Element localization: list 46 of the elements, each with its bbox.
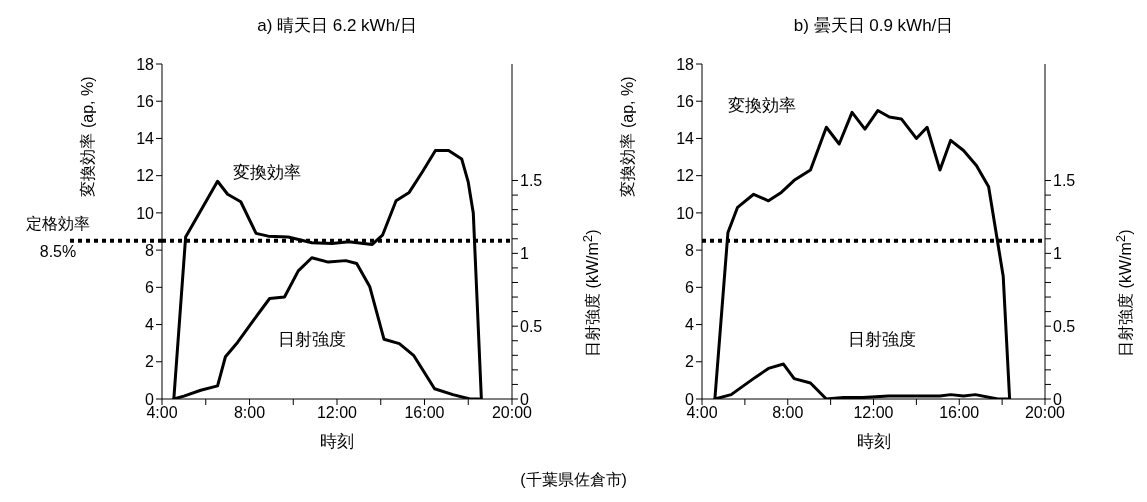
chart-title: a) 晴天日 6.2 kWh/日 <box>256 15 418 37</box>
x-axis-title: 時刻 <box>855 431 892 453</box>
series-label: 変換効率 <box>233 162 301 184</box>
y-tick-label: 18 <box>136 55 155 73</box>
x-tick-label: 16:00 <box>939 404 980 422</box>
series-label: 日射強度 <box>278 329 346 351</box>
y-tick-label: 18 <box>676 55 695 73</box>
y-tick-label: 2 <box>145 353 155 371</box>
text: (千葉県佐倉市) <box>519 470 628 490</box>
y-tick-label: 10 <box>676 204 695 222</box>
y-tick-label: 12 <box>676 167 695 185</box>
y-tick-label: 4 <box>685 316 695 334</box>
y2-tick-label: 0.5 <box>520 317 543 335</box>
x-tick-label: 4:00 <box>686 404 718 422</box>
y-tick-label: 14 <box>676 130 695 148</box>
y2-tick-label: 1.5 <box>520 172 543 190</box>
y2-tick-label: 1 <box>520 245 529 263</box>
x-tick-label: 20:00 <box>1024 404 1066 422</box>
y2-tick-label: 1 <box>1053 245 1062 263</box>
y2-tick-label: 0.5 <box>1053 317 1076 335</box>
y-axis-title: 変換効率 (ap, %) <box>617 75 637 199</box>
y2-tick-label: 1.5 <box>1053 172 1076 190</box>
x-tick-label: 8:00 <box>233 404 266 422</box>
y-tick-label: 6 <box>145 279 155 297</box>
x-tick-label: 12:00 <box>853 404 894 422</box>
text: 日射強度 <box>848 329 916 351</box>
y-tick-label: 8 <box>685 241 695 259</box>
x-tick-label: 20:00 <box>491 404 533 422</box>
y-tick-label: 6 <box>685 279 695 297</box>
ref-line-label: 定格効率 8.5% <box>26 214 90 260</box>
y-tick-label: 16 <box>136 92 155 110</box>
x-tick-label: 4:00 <box>146 404 178 422</box>
x-tick-label: 8:00 <box>772 404 804 422</box>
series-label: 変換効率 <box>728 95 796 117</box>
y-tick-label: 14 <box>136 130 155 148</box>
x-tick-label: 12:00 <box>316 404 358 422</box>
y-tick-label: 10 <box>136 204 155 222</box>
x-tick-label: 16:00 <box>404 404 445 422</box>
y-tick-label: 8 <box>145 241 155 259</box>
x-axis-title: 時刻 <box>319 431 355 453</box>
y-tick-label: 2 <box>685 353 695 371</box>
y-tick-label: 4 <box>145 316 155 334</box>
y-axis-title: 変換効率 (ap, %) <box>78 76 96 197</box>
y-tick-label: 16 <box>676 92 695 110</box>
chart-title: b) 曇天日 0.9 kWh/日 <box>792 15 955 37</box>
y-tick-label: 12 <box>136 167 155 185</box>
